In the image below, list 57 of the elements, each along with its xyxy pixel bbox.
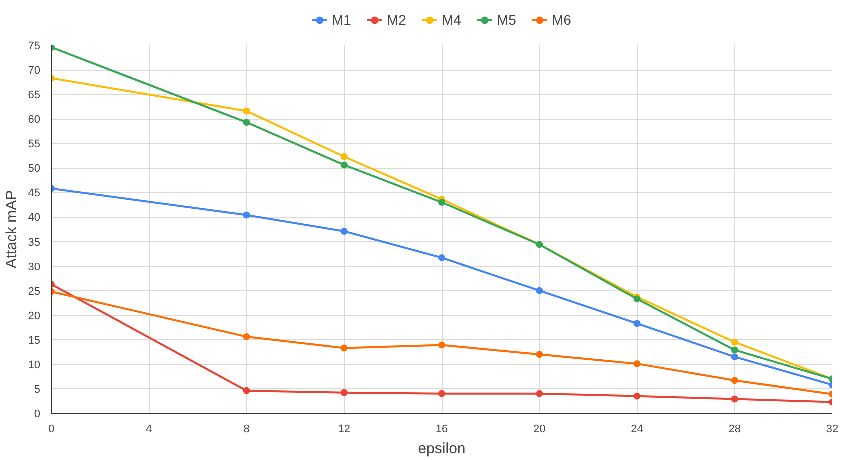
legend-label: M5 xyxy=(497,12,517,28)
point xyxy=(536,287,544,294)
x-tick-label: 20 xyxy=(534,424,546,436)
point xyxy=(340,162,348,169)
y-tick-label: 25 xyxy=(28,286,41,298)
y-tick-label: 5 xyxy=(34,384,41,396)
x-tick-label: 16 xyxy=(436,424,448,436)
point xyxy=(243,387,250,394)
x-tick-label: 28 xyxy=(728,424,742,436)
legend-label: M6 xyxy=(552,12,572,28)
point xyxy=(634,320,641,328)
point xyxy=(634,360,641,368)
y-tick-label: 55 xyxy=(28,138,41,151)
x-tick-label: 8 xyxy=(244,424,250,436)
y-tick-label: 40 xyxy=(28,212,41,224)
x-tick-label: 32 xyxy=(826,424,839,436)
legend-label: M4 xyxy=(442,12,462,28)
point xyxy=(536,390,544,398)
point xyxy=(731,354,738,361)
y-tick-label: 70 xyxy=(28,65,41,78)
point xyxy=(438,390,446,398)
point xyxy=(243,212,250,219)
y-tick-label: 10 xyxy=(28,359,41,372)
point xyxy=(731,338,738,346)
point xyxy=(634,392,641,400)
x-tick-label: 4 xyxy=(146,424,152,436)
point xyxy=(438,254,446,262)
point xyxy=(340,153,348,160)
x-tick-label: 0 xyxy=(48,424,55,436)
point xyxy=(731,377,738,384)
y-tick-label: 75 xyxy=(28,40,41,52)
legend-label: M2 xyxy=(387,12,407,28)
y-tick-label: 20 xyxy=(28,310,41,322)
y-tick-label: 45 xyxy=(28,188,41,200)
legend-label: M1 xyxy=(332,12,352,28)
y-tick-label: 0 xyxy=(34,408,41,420)
point xyxy=(340,344,348,352)
point xyxy=(243,119,250,126)
point xyxy=(438,342,446,349)
y-axis-title: Attack mAP xyxy=(3,190,20,269)
y-tick-label: 50 xyxy=(28,163,41,176)
x-axis-title: epsilon xyxy=(418,440,466,458)
point xyxy=(340,228,348,235)
point xyxy=(731,346,738,354)
y-tick-label: 65 xyxy=(28,90,41,102)
point xyxy=(438,199,446,206)
y-tick-label: 35 xyxy=(28,236,41,249)
point xyxy=(243,108,250,115)
point xyxy=(536,351,544,358)
y-tick-label: 60 xyxy=(28,114,41,126)
point xyxy=(340,389,348,396)
point xyxy=(731,396,738,403)
x-tick-label: 24 xyxy=(631,424,644,436)
point xyxy=(243,333,250,340)
x-tick-label: 12 xyxy=(338,424,351,436)
y-tick-label: 15 xyxy=(28,334,41,347)
y-tick-label: 30 xyxy=(28,261,41,274)
